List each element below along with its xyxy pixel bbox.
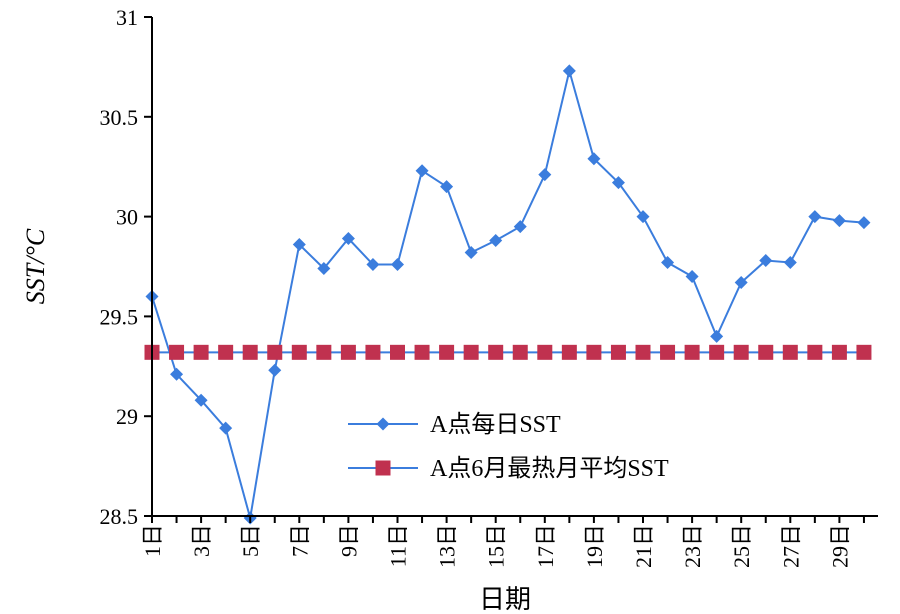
y-tick-label: 29 [116, 404, 138, 429]
legend-entry-2: A点6月最热月平均SST [348, 455, 669, 482]
data-point [170, 367, 184, 381]
data-point [193, 344, 209, 360]
data-point [831, 344, 847, 360]
data-point [660, 344, 676, 360]
data-point [635, 344, 651, 360]
data-point [390, 344, 405, 360]
data-point [857, 216, 871, 230]
data-point [783, 256, 797, 270]
axes: 28.5 29 29.5 30 30.5 31 1日 3日 5日 7日 9日 11日 13日 15日 17日… [21, 5, 878, 614]
data-point [710, 329, 724, 343]
data-point [587, 152, 601, 166]
data-point [734, 275, 748, 289]
legend-entry-1: A点每日SST [348, 411, 561, 438]
data-point [268, 363, 282, 377]
data-point [291, 344, 307, 360]
data-point [832, 214, 846, 228]
legend-label: A点6月最热月平均SST [430, 455, 669, 482]
data-point [440, 180, 454, 194]
data-point [169, 344, 185, 360]
data-point [464, 246, 478, 260]
data-point [439, 344, 455, 360]
y-tick-label: 31 [116, 5, 138, 30]
data-point [636, 210, 650, 224]
data-point [759, 254, 773, 268]
x-tick-label: 19日 [582, 524, 607, 568]
data-point [341, 232, 355, 246]
data-point [684, 344, 700, 360]
y-tick-label: 30 [116, 205, 138, 230]
data-point [316, 344, 332, 360]
x-tick-label: 29日 [827, 524, 852, 568]
data-point [219, 421, 233, 435]
data-point [537, 344, 553, 360]
data-point [218, 344, 234, 360]
x-tick-label: 27日 [778, 524, 803, 568]
data-point [242, 344, 258, 360]
x-tick-label: 25日 [729, 524, 754, 568]
data-point [340, 344, 356, 360]
y-tick-label: 30.5 [100, 105, 139, 130]
legend-marker [376, 417, 390, 431]
data-point [685, 269, 699, 283]
data-point [538, 168, 552, 182]
data-point [391, 258, 404, 272]
data-point [267, 344, 283, 360]
data-point [661, 256, 675, 270]
data-point [610, 344, 626, 360]
x-tick-label: 1日 [140, 524, 165, 557]
data-point [856, 344, 872, 360]
x-tick-label: 13日 [435, 524, 460, 568]
x-tick-label: 21日 [631, 524, 656, 568]
data-point [317, 261, 331, 275]
data-point [758, 344, 774, 360]
y-tick-label: 29.5 [100, 304, 139, 329]
data-point [415, 164, 429, 178]
plot-area [144, 64, 872, 525]
legend: A点每日SST A点6月最热月平均SST [348, 411, 669, 482]
y-tick-label: 28.5 [100, 504, 139, 529]
x-tick-label: 3日 [189, 524, 214, 557]
data-point [489, 234, 503, 248]
y-axis-title: SST/°C [21, 228, 50, 304]
data-point [414, 344, 430, 360]
series-2 [144, 344, 872, 360]
data-point [808, 210, 822, 224]
data-point [733, 344, 749, 360]
data-point [366, 258, 380, 272]
x-tick-label: 11日 [386, 524, 411, 567]
data-point [365, 344, 381, 360]
series-1 [145, 64, 871, 525]
data-point [561, 344, 577, 360]
data-point [807, 344, 823, 360]
data-point [194, 393, 208, 407]
legend-marker [375, 460, 391, 476]
data-point [611, 176, 625, 190]
data-point [512, 344, 528, 360]
data-point [586, 344, 602, 360]
series-line [151, 70, 865, 519]
data-point [709, 344, 725, 360]
data-point [513, 220, 527, 234]
x-tick-label: 7日 [287, 524, 312, 557]
x-tick-label: 17日 [533, 524, 558, 568]
x-axis-title: 日期 [479, 585, 531, 614]
data-point [782, 344, 798, 360]
data-point [463, 344, 479, 360]
data-point [488, 344, 504, 360]
x-tick-label: 15日 [484, 524, 509, 568]
x-tick-label: 9日 [336, 524, 361, 557]
x-tick-label: 5日 [238, 524, 263, 557]
data-point [562, 64, 576, 78]
legend-label: A点每日SST [430, 411, 561, 438]
data-point [292, 238, 306, 252]
x-tick-label: 23日 [680, 524, 705, 568]
